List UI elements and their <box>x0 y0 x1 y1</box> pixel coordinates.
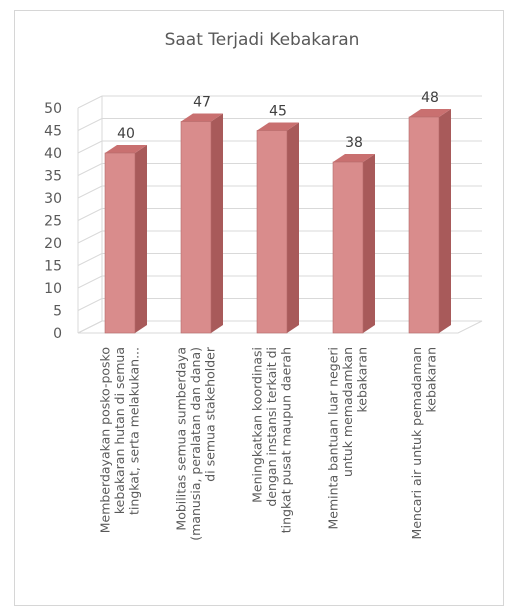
gridline-diagonal <box>77 253 103 266</box>
bar-front <box>408 116 440 334</box>
bar-top <box>409 109 451 117</box>
bar <box>180 113 223 334</box>
category-label-line: tingkat pusat maupun daerah <box>279 347 294 533</box>
category-label-line: dengan instansi terkait di <box>264 347 279 507</box>
data-label: 38 <box>345 135 363 151</box>
category-label-line: tingkat, serta melakukan... <box>127 347 142 515</box>
gridline-diagonal <box>77 320 103 334</box>
category-labels: Memberdayakan posko-poskokebakaran hutan… <box>98 346 439 541</box>
category-label: Memberdayakan posko-poskokebakaran hutan… <box>98 347 142 533</box>
bar <box>104 145 147 334</box>
bars <box>104 109 451 334</box>
gridline-diagonal <box>77 95 103 109</box>
data-label: 47 <box>193 95 211 111</box>
gridline-diagonal <box>77 163 103 176</box>
gridline-diagonal <box>77 118 103 131</box>
bar-side <box>211 113 223 333</box>
y-tick-label: 45 <box>44 124 62 140</box>
bar <box>256 122 299 334</box>
gridline-diagonal <box>77 140 103 154</box>
y-tick-label: 35 <box>44 169 62 185</box>
category-label: Meminta bantuan luar negeriuntuk memadam… <box>326 347 370 530</box>
y-tick-label: 0 <box>53 326 62 342</box>
y-tick-label: 50 <box>44 101 62 117</box>
data-label: 40 <box>117 126 135 142</box>
y-tick-label: 25 <box>44 214 62 230</box>
category-label: Mobilitas semua sumberdaya(manusia, pera… <box>174 346 218 541</box>
category-label-line: untuk memadamkan <box>340 347 355 477</box>
category-label-line: Meningkatkan koordinasi <box>250 347 265 503</box>
y-tick-label: 40 <box>44 146 62 162</box>
category-label-line: kebakaran <box>423 347 438 412</box>
category-label-line: kebakaran hutan di semua <box>112 347 127 514</box>
bar-top <box>257 122 299 131</box>
gridline-diagonal <box>77 275 103 289</box>
y-tick-label: 20 <box>44 236 62 252</box>
bar-top <box>105 145 147 153</box>
category-label-line: kebakaran <box>355 347 370 412</box>
bar-side <box>135 145 147 333</box>
category-label-line: Meminta bantuan luar negeri <box>326 347 341 530</box>
bar <box>408 109 451 334</box>
bar-side <box>287 122 299 333</box>
category-label-line: (manusia, peralatan dan dana) <box>188 347 203 541</box>
y-tick-label: 5 <box>53 304 62 320</box>
bar-front <box>256 130 288 334</box>
y-tick-label: 10 <box>44 281 62 297</box>
y-axis-ticks: 0 5 10 15 20 25 30 35 40 45 50 <box>44 101 62 342</box>
data-labels: 40 47 45 38 48 <box>117 90 439 151</box>
data-label: 45 <box>269 104 287 120</box>
data-label: 48 <box>421 90 439 106</box>
bar-side <box>363 154 375 333</box>
category-label: Meningkatkan koordinasidengan instansi t… <box>250 347 294 533</box>
bar-side <box>439 109 451 333</box>
category-label-line: di semua stakeholder <box>203 346 218 482</box>
bar-top <box>181 113 223 122</box>
bar-top <box>333 154 375 162</box>
category-label-line: Memberdayakan posko-posko <box>98 347 113 533</box>
bar-front <box>104 152 136 334</box>
gridline-diagonal <box>77 230 103 244</box>
y-tick-label: 30 <box>44 191 62 207</box>
bar <box>332 154 375 334</box>
gridline-diagonal <box>77 208 103 221</box>
bar-front <box>180 121 212 334</box>
chart-title: Saat Terjadi Kebakaran <box>165 30 360 50</box>
category-label: Mencari air untuk pemadamankebakaran <box>409 347 439 539</box>
category-label-line: Mencari air untuk pemadaman <box>409 347 424 539</box>
gridline-diagonal <box>77 298 103 311</box>
category-label-line: Mobilitas semua sumberdaya <box>174 347 189 531</box>
bar-front <box>332 161 364 334</box>
gridline-diagonal <box>77 185 103 199</box>
y-tick-label: 15 <box>44 259 62 275</box>
